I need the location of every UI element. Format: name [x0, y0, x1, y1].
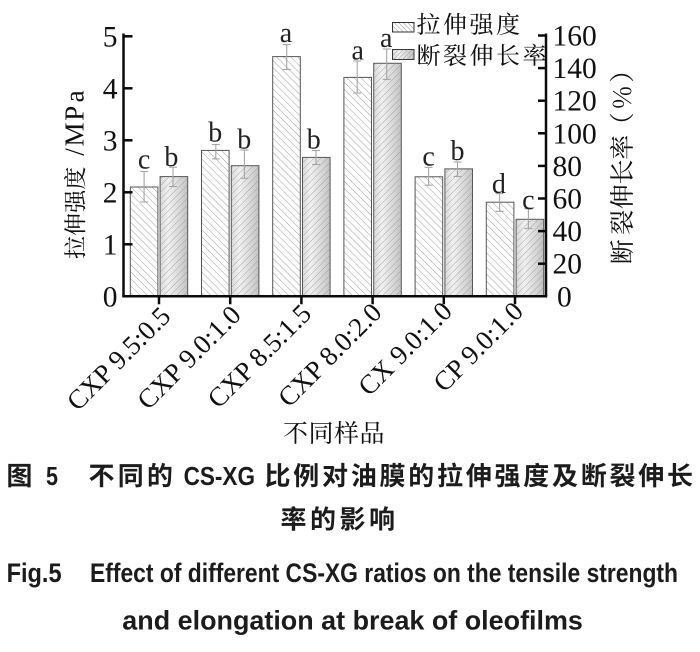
svg-text:1: 1	[103, 229, 118, 261]
svg-text:d: d	[492, 169, 506, 200]
svg-text:c: c	[422, 142, 434, 173]
svg-text:5: 5	[103, 21, 118, 53]
svg-text:Fig.5: Fig.5	[7, 558, 62, 588]
svg-text:160: 160	[553, 21, 597, 53]
svg-text:0: 0	[103, 281, 118, 313]
svg-text:2: 2	[103, 177, 118, 209]
svg-text:0: 0	[557, 281, 572, 313]
svg-text:b: b	[208, 118, 222, 149]
svg-text:a: a	[60, 90, 90, 102]
svg-text:CS-XG: CS-XG	[184, 461, 255, 491]
svg-text:a: a	[351, 36, 364, 67]
svg-text:5: 5	[46, 461, 58, 491]
svg-text:b: b	[164, 142, 178, 173]
svg-text:140: 140	[553, 53, 597, 85]
svg-text:and elongation at break of ole: and elongation at break of oleofilms	[122, 606, 583, 636]
svg-text:80: 80	[553, 151, 583, 183]
svg-text:M: M	[60, 122, 90, 146]
svg-text:b: b	[451, 136, 465, 167]
svg-text:4: 4	[103, 73, 118, 105]
svg-text:/: /	[60, 148, 90, 156]
svg-text:c: c	[522, 185, 534, 216]
svg-text:b: b	[237, 125, 251, 156]
svg-text:c: c	[138, 145, 150, 176]
svg-text:a: a	[280, 18, 293, 49]
svg-text:a: a	[380, 23, 393, 54]
svg-text:3: 3	[103, 125, 118, 157]
svg-text:20: 20	[553, 249, 583, 281]
svg-text:40: 40	[553, 216, 583, 248]
svg-text:120: 120	[553, 86, 597, 118]
svg-text:Effect of different CS-XG rati: Effect of different CS-XG ratios on the …	[90, 558, 678, 588]
svg-text:b: b	[307, 125, 321, 156]
svg-text:100: 100	[553, 118, 597, 150]
svg-text:P: P	[60, 106, 90, 121]
svg-text:60: 60	[553, 184, 583, 216]
